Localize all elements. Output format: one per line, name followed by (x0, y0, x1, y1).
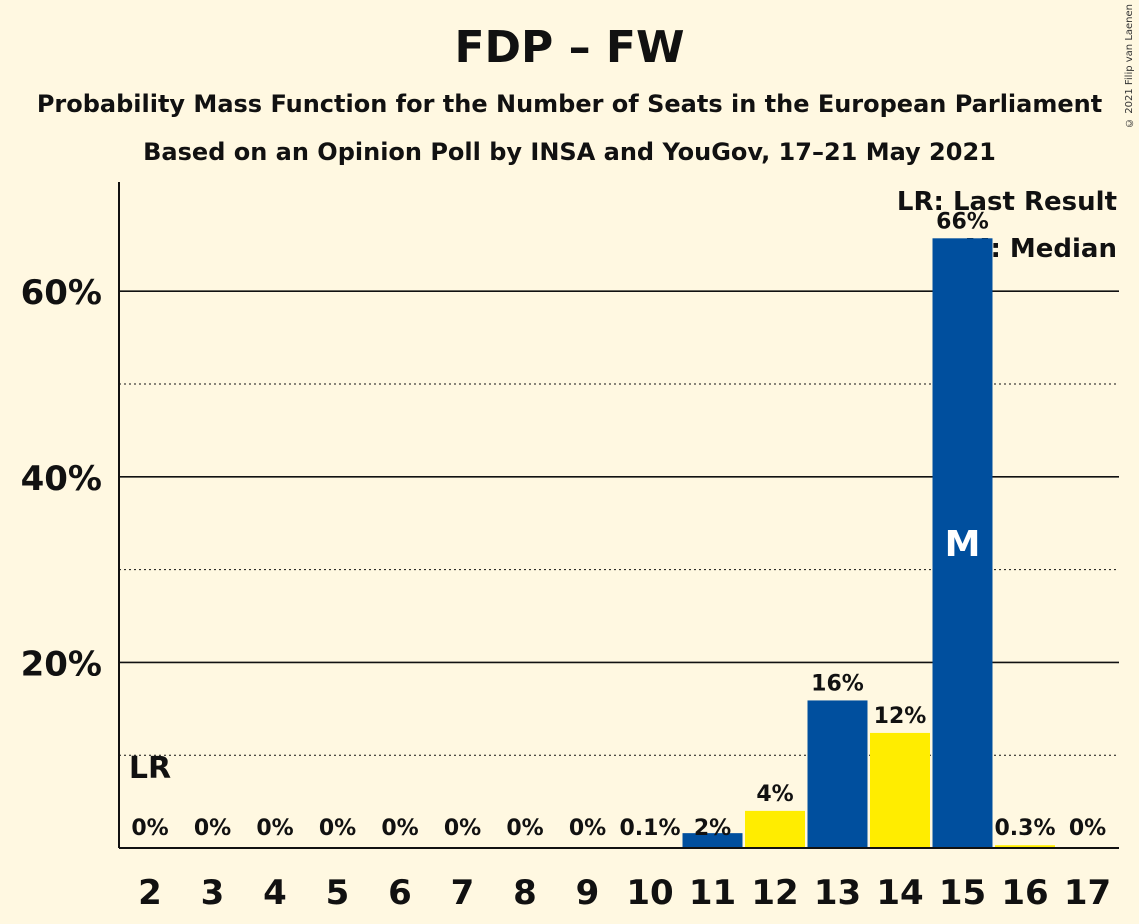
median-marker: M (945, 524, 981, 565)
bar-value-label: 0% (381, 816, 418, 841)
x-tick-label: 16 (1001, 873, 1048, 913)
chart-subtitle: Probability Mass Function for the Number… (36, 90, 1103, 118)
bar (682, 833, 743, 848)
bar-value-label: 2% (694, 816, 731, 841)
bar-value-label: 0% (131, 816, 168, 841)
bar-value-label: 4% (756, 782, 793, 807)
y-tick-label: 20% (21, 644, 102, 684)
x-tick-label: 6 (388, 873, 412, 913)
chart-source-line: Based on an Opinion Poll by INSA and You… (143, 138, 996, 166)
bar-value-label: 16% (811, 671, 864, 696)
x-tick-label: 17 (1064, 873, 1111, 913)
x-tick-label: 13 (814, 873, 861, 913)
last-result-marker: LR (129, 751, 171, 786)
bar-value-label: 0% (256, 816, 293, 841)
bar-value-label: 0% (194, 816, 231, 841)
x-tick-label: 8 (513, 873, 537, 913)
bar-value-label: 0.3% (994, 816, 1055, 841)
x-tick-label: 2 (138, 873, 162, 913)
bar (807, 700, 868, 848)
bar (995, 845, 1055, 848)
bar (745, 810, 805, 848)
bar (932, 238, 993, 848)
x-tick-label: 9 (576, 873, 600, 913)
bar-value-label: 0% (1069, 816, 1106, 841)
bar-value-label: 0% (319, 816, 356, 841)
x-tick-label: 14 (876, 873, 923, 913)
bar-value-label: 0% (444, 816, 481, 841)
x-tick-label: 5 (326, 873, 350, 913)
bar-value-label: 66% (936, 209, 989, 234)
x-tick-label: 3 (201, 873, 225, 913)
bar-value-label: 12% (874, 704, 927, 729)
chart-title: FDP – FW (454, 22, 685, 73)
legend-last-result: LR: Last Result (897, 187, 1117, 217)
x-tick-label: 15 (939, 873, 986, 913)
bar-value-label: 0% (569, 816, 606, 841)
x-tick-label: 7 (451, 873, 475, 913)
x-tick-label: 10 (626, 873, 673, 913)
x-tick-label: 4 (263, 873, 287, 913)
y-tick-label: 40% (21, 459, 102, 499)
y-tick-label: 60% (21, 273, 102, 313)
bar-value-label: 0% (506, 816, 543, 841)
x-tick-label: 11 (689, 873, 736, 913)
bar (870, 732, 930, 848)
x-tick-label: 12 (751, 873, 798, 913)
bar-value-label: 0.1% (619, 816, 680, 841)
